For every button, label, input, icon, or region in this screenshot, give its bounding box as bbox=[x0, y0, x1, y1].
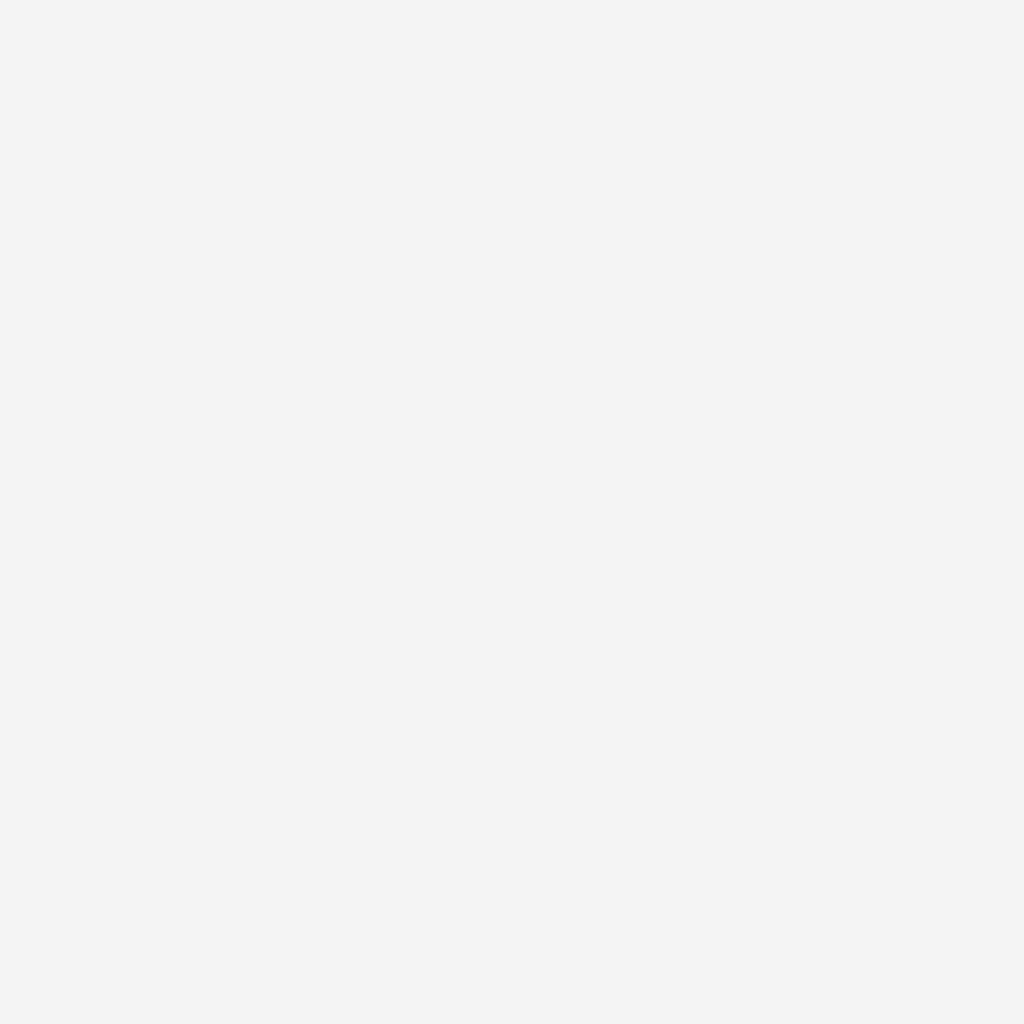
page: {"header": {"title": "Air Quality Index"… bbox=[0, 0, 1024, 1024]
background bbox=[0, 0, 1024, 1024]
poster bbox=[0, 0, 1024, 1024]
